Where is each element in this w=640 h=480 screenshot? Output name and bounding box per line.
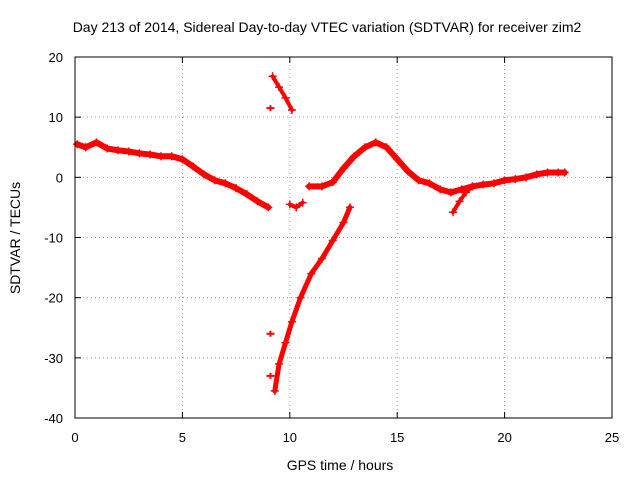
data-point xyxy=(73,140,82,149)
data-point xyxy=(287,317,296,326)
data-point xyxy=(210,176,219,185)
data-point xyxy=(146,150,155,159)
data-point xyxy=(461,188,470,197)
data-point xyxy=(178,155,187,164)
data-point xyxy=(296,293,305,302)
data-point xyxy=(281,93,290,102)
data-point xyxy=(189,162,198,171)
data-point xyxy=(532,170,541,179)
data-point xyxy=(292,203,301,212)
data-point xyxy=(264,203,273,212)
x-tick-label: 25 xyxy=(605,430,619,445)
data-point xyxy=(113,146,122,155)
y-tick-label: -40 xyxy=(44,411,63,426)
y-tick-label: -20 xyxy=(44,291,63,306)
data-point xyxy=(436,185,445,194)
data-point xyxy=(135,149,144,158)
data-point xyxy=(242,190,251,199)
x-tick-label: 0 xyxy=(71,430,78,445)
data-point xyxy=(305,182,314,191)
data-point xyxy=(468,182,477,191)
data-point xyxy=(253,197,262,206)
chart-title: Day 213 of 2014, Sidereal Day-to-day VTE… xyxy=(73,19,582,35)
data-point xyxy=(522,173,531,182)
data-point xyxy=(232,184,241,193)
data-point xyxy=(479,180,488,189)
data-point xyxy=(393,155,402,164)
x-axis-label: GPS time / hours xyxy=(287,457,394,473)
data-traces xyxy=(73,72,569,395)
y-tick-label: 20 xyxy=(49,50,63,65)
grid-lines xyxy=(75,57,612,418)
data-point xyxy=(275,359,284,368)
data-point xyxy=(446,188,455,197)
data-point xyxy=(318,182,327,191)
data-point xyxy=(103,144,112,153)
data-point xyxy=(345,203,354,212)
data-point xyxy=(339,164,348,173)
data-point xyxy=(403,167,412,176)
data-point xyxy=(328,236,337,245)
data-point xyxy=(287,105,296,114)
data-point xyxy=(350,152,359,161)
data-point xyxy=(270,386,279,395)
data-point xyxy=(124,147,133,156)
data-point xyxy=(449,208,458,217)
data-point xyxy=(489,179,498,188)
y-tick-label: 0 xyxy=(56,170,63,185)
data-point xyxy=(339,218,348,227)
data-point xyxy=(457,185,466,194)
data-point xyxy=(360,143,369,152)
data-point xyxy=(371,138,380,147)
data-point xyxy=(511,175,520,184)
series-upper-steep-segment xyxy=(270,74,294,112)
data-point xyxy=(455,197,464,206)
data-point xyxy=(275,83,284,92)
data-point xyxy=(266,105,275,112)
data-point xyxy=(500,176,509,185)
axis-ticks: 0 5 10 15 20 25 -40 -30 -20 -10 0 10 20 xyxy=(44,50,619,445)
data-point xyxy=(281,338,290,347)
data-point xyxy=(425,179,434,188)
y-tick-label: -10 xyxy=(44,231,63,246)
data-point xyxy=(543,168,552,177)
data-point xyxy=(92,138,101,147)
data-point xyxy=(266,330,275,337)
y-axis-label: SDTVAR / TECUs xyxy=(7,182,23,294)
data-point xyxy=(382,143,391,152)
series-lower-steep-trace xyxy=(272,204,353,394)
data-point xyxy=(414,176,423,185)
data-point xyxy=(266,372,275,379)
data-point xyxy=(156,152,165,161)
x-tick-label: 5 xyxy=(179,430,186,445)
data-point xyxy=(221,179,230,188)
y-tick-label: -30 xyxy=(44,351,63,366)
data-point xyxy=(81,143,90,152)
x-tick-label: 20 xyxy=(497,430,511,445)
y-tick-label: 10 xyxy=(49,110,63,125)
data-point xyxy=(285,200,294,209)
data-point xyxy=(318,254,327,263)
data-point xyxy=(560,168,569,177)
data-point xyxy=(199,170,208,179)
data-point xyxy=(167,152,176,161)
x-tick-label: 15 xyxy=(390,430,404,445)
series-late-branch xyxy=(451,184,475,215)
data-point xyxy=(307,269,316,278)
data-point xyxy=(328,178,337,187)
data-point xyxy=(268,72,277,81)
x-tick-label: 10 xyxy=(283,430,297,445)
data-point xyxy=(298,198,307,207)
